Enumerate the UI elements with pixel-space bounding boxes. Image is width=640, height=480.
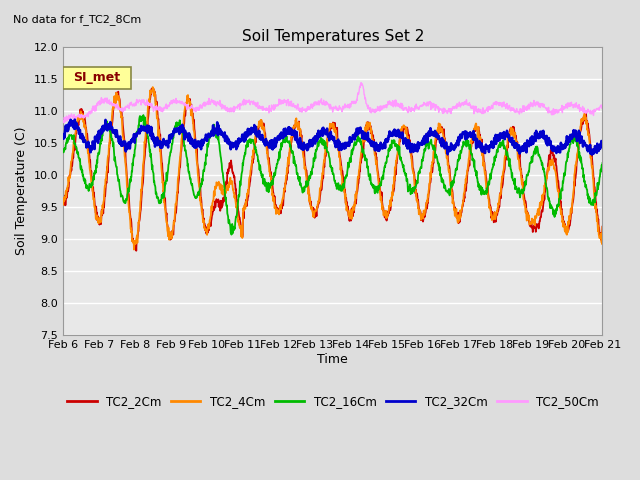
Title: Soil Temperatures Set 2: Soil Temperatures Set 2 — [242, 29, 424, 44]
FancyBboxPatch shape — [63, 67, 131, 89]
Text: No data for f_TC2_8Cm: No data for f_TC2_8Cm — [13, 14, 141, 25]
Text: SI_met: SI_met — [73, 72, 120, 84]
Legend: TC2_2Cm, TC2_4Cm, TC2_16Cm, TC2_32Cm, TC2_50Cm: TC2_2Cm, TC2_4Cm, TC2_16Cm, TC2_32Cm, TC… — [62, 390, 604, 413]
X-axis label: Time: Time — [317, 353, 348, 366]
Y-axis label: Soil Temperature (C): Soil Temperature (C) — [15, 127, 28, 255]
